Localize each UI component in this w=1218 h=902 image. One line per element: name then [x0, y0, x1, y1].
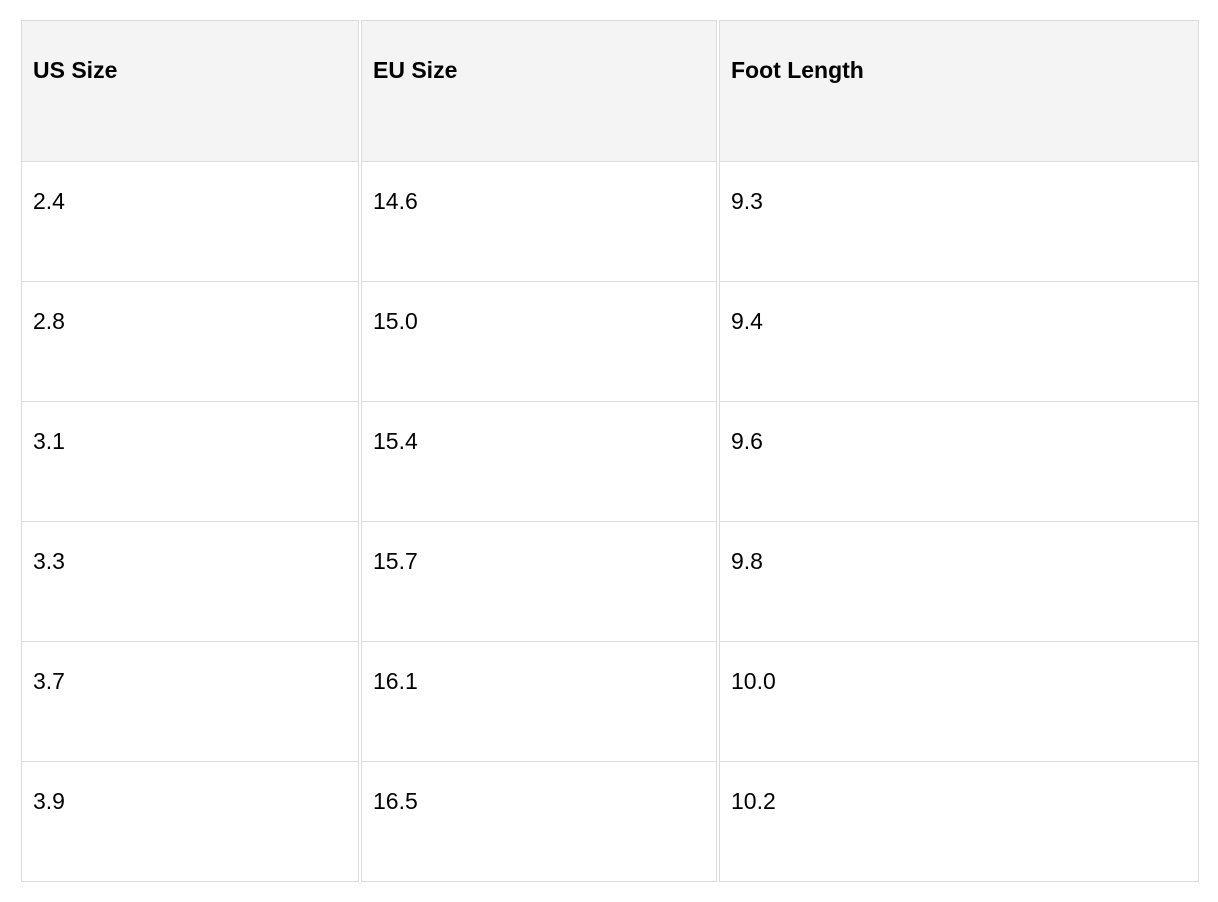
- cell-foot-length: 9.8: [719, 522, 1199, 642]
- size-table: US Size EU Size Foot Length 2.4 14.6 9.3 2.…: [19, 20, 1201, 882]
- table-row: 3.7 16.1 10.0: [21, 642, 1199, 762]
- header-row: US Size EU Size Foot Length: [21, 20, 1199, 162]
- cell-eu-size: 16.5: [361, 762, 717, 882]
- cell-eu-size: 14.6: [361, 162, 717, 282]
- cell-us-size: 3.1: [21, 402, 359, 522]
- cell-foot-length: 9.4: [719, 282, 1199, 402]
- cell-foot-length: 10.2: [719, 762, 1199, 882]
- cell-eu-size: 15.4: [361, 402, 717, 522]
- table-row: 2.8 15.0 9.4: [21, 282, 1199, 402]
- cell-us-size: 3.9: [21, 762, 359, 882]
- cell-foot-length: 10.0: [719, 642, 1199, 762]
- cell-us-size: 2.4: [21, 162, 359, 282]
- cell-eu-size: 15.7: [361, 522, 717, 642]
- table-row: 3.1 15.4 9.6: [21, 402, 1199, 522]
- cell-foot-length: 9.3: [719, 162, 1199, 282]
- cell-us-size: 2.8: [21, 282, 359, 402]
- table-row: 3.3 15.7 9.8: [21, 522, 1199, 642]
- cell-eu-size: 16.1: [361, 642, 717, 762]
- cell-foot-length: 9.6: [719, 402, 1199, 522]
- table-row: 2.4 14.6 9.3: [21, 162, 1199, 282]
- header-us-size: US Size: [21, 20, 359, 162]
- table-row: 3.9 16.5 10.2: [21, 762, 1199, 882]
- header-foot-length: Foot Length: [719, 20, 1199, 162]
- cell-us-size: 3.7: [21, 642, 359, 762]
- cell-eu-size: 15.0: [361, 282, 717, 402]
- cell-us-size: 3.3: [21, 522, 359, 642]
- header-eu-size: EU Size: [361, 20, 717, 162]
